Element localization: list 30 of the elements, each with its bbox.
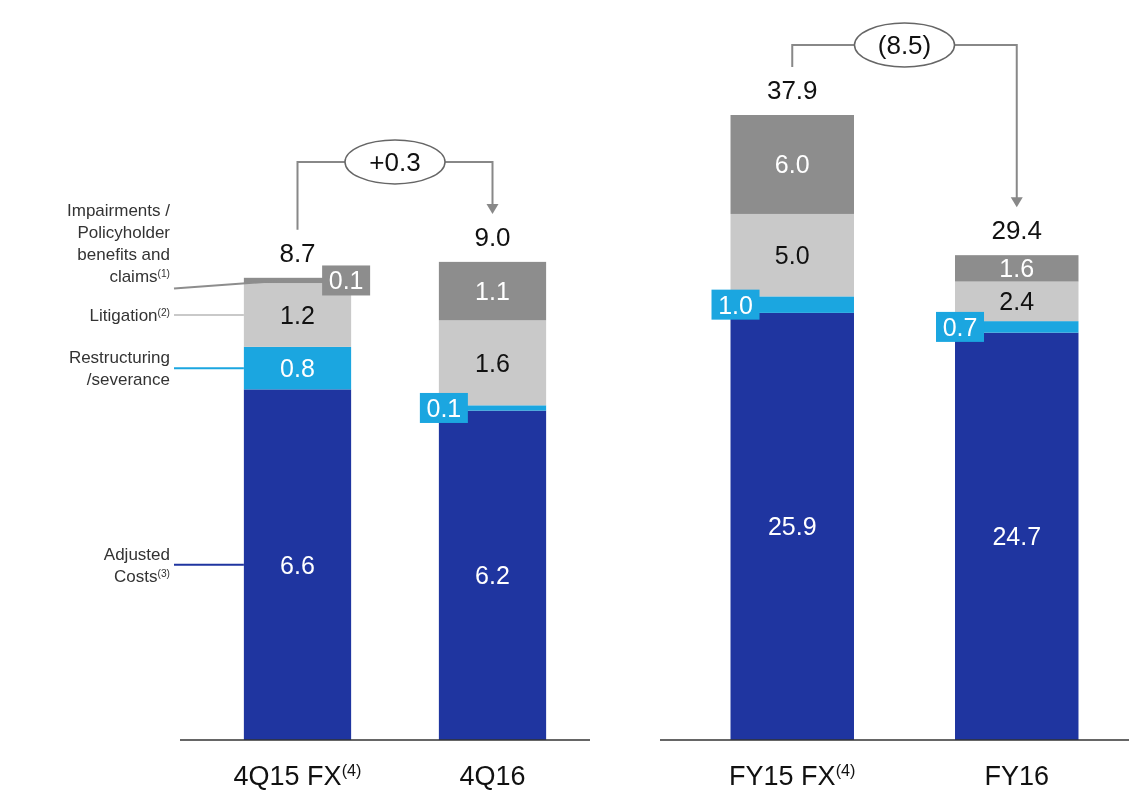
x-tick-label: 4Q15 FX$^{(4)}$ — [233, 761, 362, 791]
x-tick-label: FY16 — [984, 761, 1050, 791]
data-label: 24.7 — [992, 522, 1042, 551]
data-label: 0.1 — [328, 266, 364, 295]
data-label: 2.4 — [999, 287, 1035, 316]
data-label: 5.0 — [774, 241, 810, 270]
legend-label: Litigation$^{(2)}$ — [89, 306, 170, 325]
text: +0.3 — [369, 146, 421, 177]
text: Impairments / Policyholder benefits and claims$^{(1)}$ — [67, 201, 171, 287]
data-label: 1.1 — [475, 277, 510, 306]
data-label: 1.6 — [999, 254, 1035, 283]
data-label: 0.1 — [426, 393, 462, 422]
data-label: 6.2 — [475, 561, 510, 590]
x-tick-label: FY15 FX$^{(4)}$ — [729, 761, 856, 791]
data-label: 25.9 — [767, 512, 817, 541]
legend-label: Adjusted Costs$^{(3)}$ — [103, 544, 170, 586]
data-label: 6.6 — [280, 550, 315, 579]
x-tick-label: 4Q16 — [459, 761, 526, 791]
data-label: 0.7 — [942, 312, 978, 341]
data-label: 1.0 — [718, 290, 753, 319]
legend-label: Restructuring /severance — [68, 348, 170, 390]
data-label: 0.8 — [280, 354, 315, 383]
total-label: 37.9 — [766, 75, 818, 105]
total-label: 29.4 — [991, 215, 1043, 246]
data-label: 6.0 — [774, 150, 810, 179]
text: (8.5) — [877, 30, 932, 60]
total-label: 8.7 — [279, 237, 316, 268]
data-label: 1.2 — [280, 301, 315, 329]
data-label: 1.6 — [475, 348, 510, 377]
total-label: 9.0 — [474, 221, 511, 252]
